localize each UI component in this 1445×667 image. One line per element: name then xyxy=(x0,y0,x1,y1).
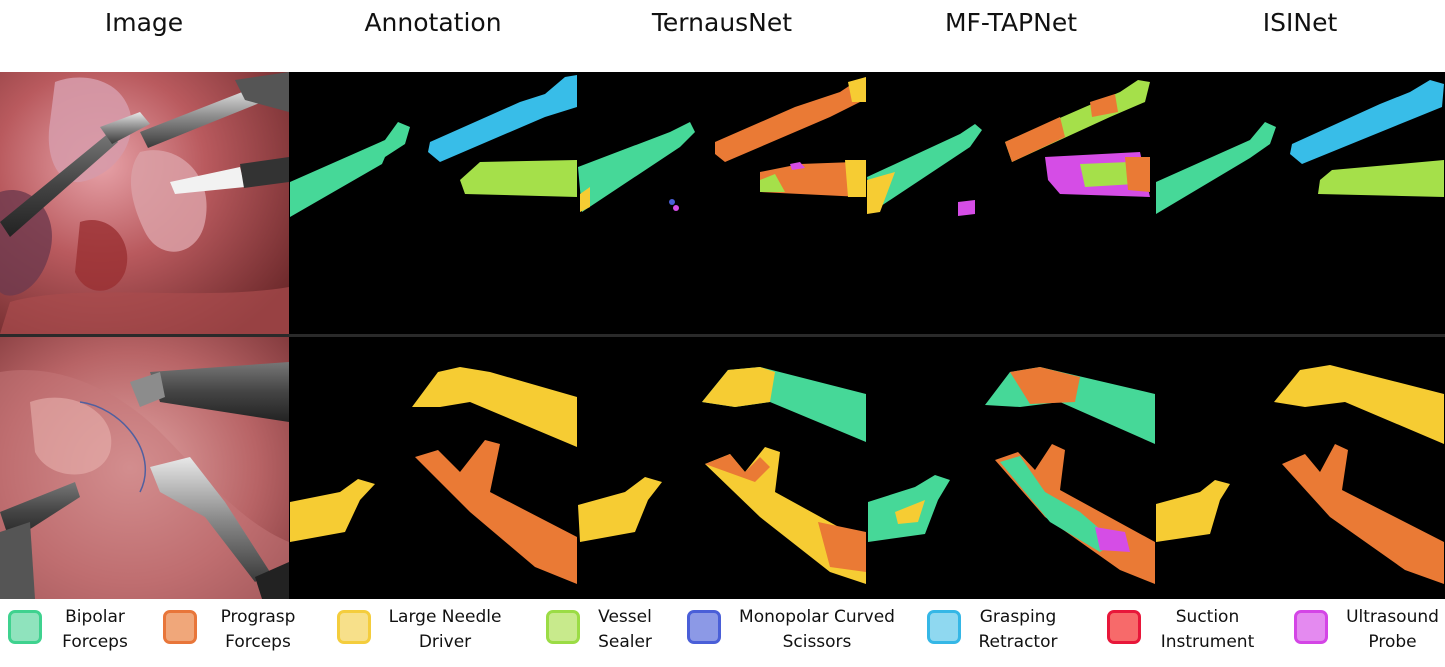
retractor-mask-region xyxy=(1290,80,1444,164)
annotation-row2 xyxy=(290,367,577,584)
sealer-mask-region xyxy=(460,160,577,197)
legend-item-suction-instrument: Suction Instrument xyxy=(1100,603,1270,667)
legend-label-line1: Grasping xyxy=(979,607,1057,627)
ternausnet-row2 xyxy=(578,367,866,584)
vessel-sealer-swatch-icon xyxy=(546,610,580,644)
prograsp-forceps-swatch-icon xyxy=(163,610,197,644)
mf-tapnet-row2 xyxy=(868,367,1155,584)
prograsp-mask-region xyxy=(1090,94,1118,117)
legend-label-line2: Forceps xyxy=(225,632,291,652)
legend-label-line2: Instrument xyxy=(1160,632,1255,652)
legend-label-line2: Scissors xyxy=(782,632,852,652)
sealer-mask-region xyxy=(1080,162,1135,187)
ternausnet-row1 xyxy=(578,77,866,212)
legend-label-line1: Ultrasound xyxy=(1346,607,1439,627)
legend-label-line1: Vessel xyxy=(598,607,652,627)
column-title-isinet: ISINet xyxy=(1262,8,1338,37)
legend-item-ultrasound-probe: Ultrasound Probe xyxy=(1285,603,1445,667)
needle-mask-region xyxy=(1274,365,1444,444)
prograsp-mask-region xyxy=(1005,117,1065,162)
legend-label-line1: Prograsp xyxy=(220,607,296,627)
column-title-annotation: Annotation xyxy=(364,8,502,37)
sealer-mask-region xyxy=(760,174,785,192)
needle-mask-region xyxy=(867,172,895,214)
needle-mask-region xyxy=(702,367,775,407)
prograsp-mask-region xyxy=(760,162,862,197)
surgical-image-row2 xyxy=(0,337,289,599)
legend-label-line2: Driver xyxy=(418,632,472,652)
needle-mask-region xyxy=(848,77,866,102)
legend-item-large-needle-driver: Large Needle Driver xyxy=(330,603,510,667)
legend-label-line2: Retractor xyxy=(978,632,1058,652)
ultrasound-mask-region xyxy=(1095,527,1130,552)
legend-item-prograsp-forceps: Prograsp Forceps xyxy=(160,603,320,667)
prograsp-mask-region xyxy=(705,454,770,482)
prograsp-mask-region xyxy=(1282,444,1444,584)
prograsp-mask-region xyxy=(1125,157,1150,192)
isinet-row2 xyxy=(1156,365,1444,584)
ultrasound-mask-region xyxy=(673,205,679,211)
needle-mask-region xyxy=(1156,480,1230,542)
legend-label-line2: Probe xyxy=(1368,632,1417,652)
prograsp-mask-region xyxy=(818,522,866,572)
large-needle-driver-swatch-icon xyxy=(337,610,371,644)
needle-mask-region xyxy=(290,479,375,542)
surgical-image-row1 xyxy=(0,72,289,334)
retractor-mask-region xyxy=(428,75,577,162)
needle-mask-region xyxy=(845,160,866,197)
segmentation-grid xyxy=(0,72,1445,599)
needle-mask-region xyxy=(580,187,590,212)
scissors-mask-region xyxy=(669,199,675,205)
class-legend: Bipolar Forceps Prograsp Forceps Large N… xyxy=(0,603,1445,667)
annotation-row1 xyxy=(290,75,577,217)
legend-item-monopolar-curved-scissors: Monopolar Curved Scissors xyxy=(680,603,910,667)
bipolar-mask-region xyxy=(867,124,982,212)
legend-label-line1: Suction xyxy=(1175,607,1240,627)
legend-item-vessel-sealer: Vessel Sealer xyxy=(540,603,670,667)
column-title-mf-tapnet: MF-TAPNet xyxy=(944,8,1078,37)
bipolar-mask-region xyxy=(1156,122,1276,214)
legend-item-grasping-retractor: Grasping Retractor xyxy=(920,603,1080,667)
needle-mask-region xyxy=(412,367,577,447)
legend-label-line1: Monopolar Curved xyxy=(739,607,895,627)
legend-label-line1: Bipolar xyxy=(65,607,125,627)
ultrasound-probe-swatch-icon xyxy=(1294,610,1328,644)
column-title-image: Image xyxy=(104,8,184,37)
bipolar-forceps-swatch-icon xyxy=(8,610,42,644)
prograsp-mask-region xyxy=(415,440,577,584)
segmentation-grid-svg xyxy=(0,72,1445,599)
grasping-retractor-swatch-icon xyxy=(927,610,961,644)
ultrasound-mask-region xyxy=(790,162,805,170)
mf-tapnet-row1 xyxy=(867,80,1150,216)
isinet-row1 xyxy=(1156,80,1444,214)
legend-label-line2: Forceps xyxy=(62,632,128,652)
bipolar-mask-region xyxy=(290,122,410,217)
legend-item-bipolar-forceps: Bipolar Forceps xyxy=(0,603,150,667)
monopolar-curved-scissors-swatch-icon xyxy=(687,610,721,644)
suction-instrument-swatch-icon xyxy=(1107,610,1141,644)
legend-label-line1: Large Needle xyxy=(388,607,502,627)
ultrasound-mask-region xyxy=(958,200,975,216)
sealer-mask-region xyxy=(1318,160,1444,197)
bipolar-mask-region xyxy=(578,122,695,212)
needle-mask-region xyxy=(895,500,925,524)
column-title-ternausnet: TernausNet xyxy=(651,8,793,37)
needle-mask-region xyxy=(578,477,662,542)
prograsp-mask-region xyxy=(1010,367,1080,404)
legend-label-line2: Sealer xyxy=(598,632,652,652)
prograsp-mask-region xyxy=(715,82,860,162)
bipolar-mask-region xyxy=(1000,456,1115,552)
